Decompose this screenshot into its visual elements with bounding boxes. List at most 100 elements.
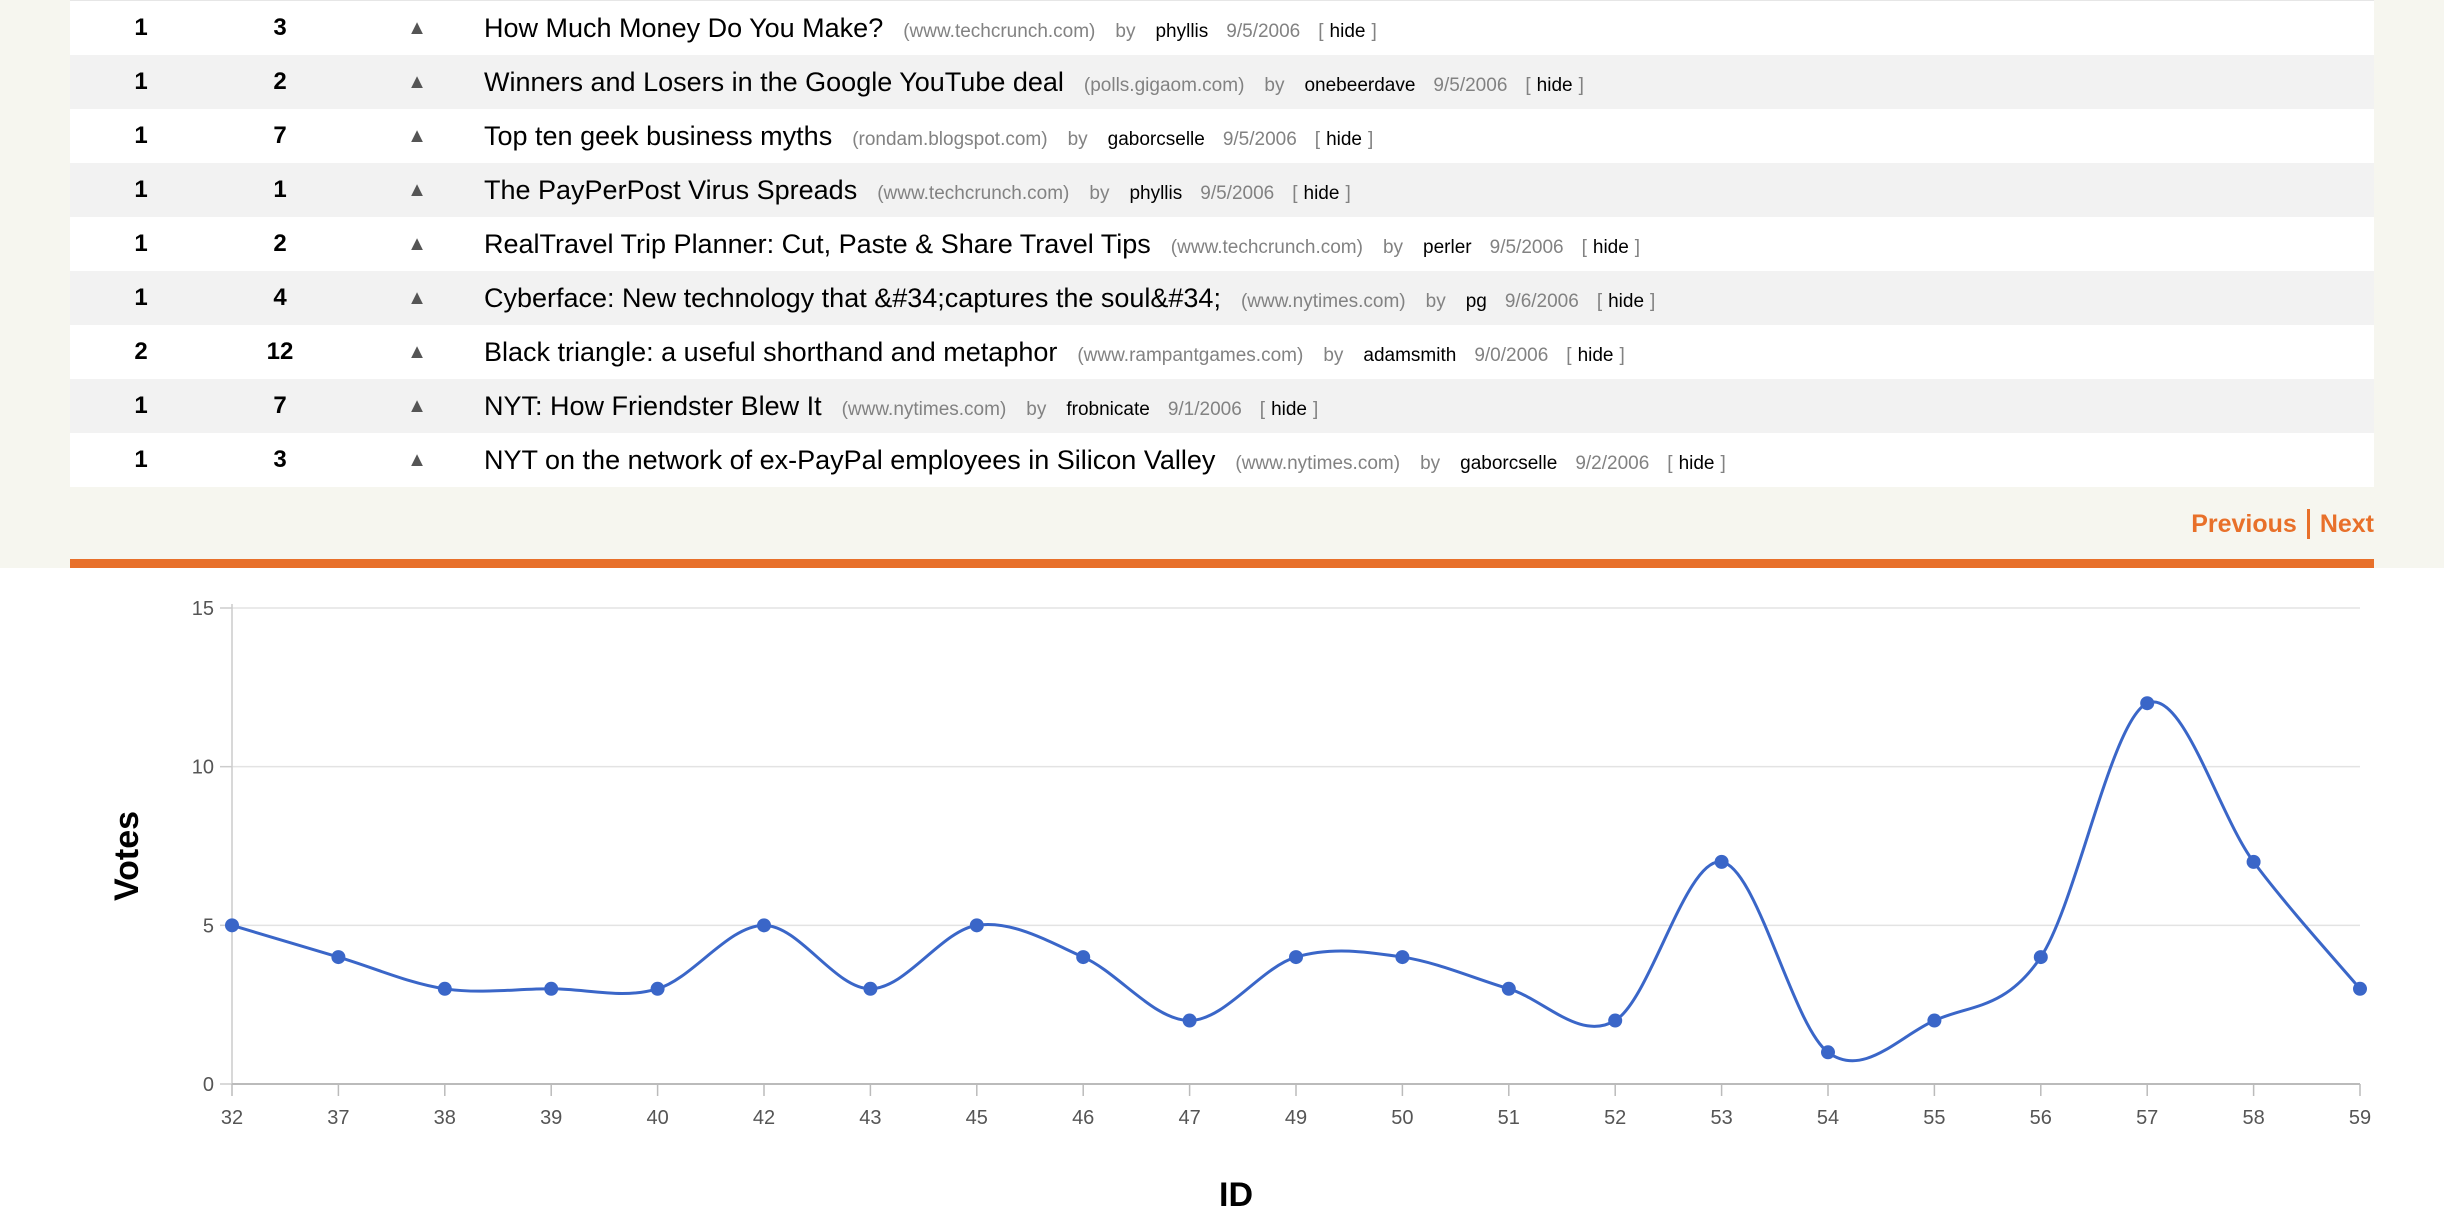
story-main: NYT: How Friendster Blew It (www.nytimes.… [484, 391, 1318, 422]
story-title-link[interactable]: Top ten geek business myths [484, 120, 833, 151]
story-user-link[interactable]: frobnicate [1066, 398, 1150, 420]
data-point[interactable] [1076, 950, 1091, 965]
story-title-link[interactable]: RealTravel Trip Planner: Cut, Paste & Sh… [484, 228, 1151, 259]
bracket-close: ] [1634, 236, 1641, 258]
hide-link[interactable]: hide [1271, 398, 1307, 420]
hide-link[interactable]: hide [1592, 236, 1629, 258]
story-rank: 1 [134, 284, 148, 311]
data-point[interactable] [757, 918, 771, 933]
x-tick-label: 45 [966, 1107, 988, 1129]
story-rank: 1 [134, 446, 148, 473]
story-title-link[interactable]: How Much Money Do You Make? [484, 12, 884, 43]
story-user-link[interactable]: gaborcselle [1107, 128, 1205, 150]
hide-link[interactable]: hide [1536, 74, 1573, 96]
story-site: (polls.gigaom.com) [1083, 74, 1245, 96]
data-point[interactable] [2246, 854, 2261, 869]
data-point[interactable] [1714, 854, 1729, 869]
story-votes: 2 [273, 230, 287, 257]
story-user-link[interactable]: pg [1465, 290, 1487, 312]
x-tick-label: 38 [434, 1107, 456, 1129]
data-point[interactable] [1927, 1013, 1942, 1028]
story-user-link[interactable]: phyllis [1155, 20, 1209, 42]
data-point[interactable] [2353, 981, 2367, 996]
upvote-arrow-icon[interactable]: ▲ [407, 16, 427, 39]
data-point[interactable] [1182, 1013, 1197, 1028]
story-date: 9/6/2006 [1504, 290, 1579, 312]
hide-link[interactable]: hide [1329, 20, 1366, 42]
x-tick-label: 32 [221, 1107, 243, 1129]
hide-link[interactable]: hide [1608, 290, 1645, 312]
story-user-link[interactable]: phyllis [1129, 182, 1183, 204]
data-point[interactable] [650, 981, 665, 996]
x-tick-label: 54 [1817, 1107, 1839, 1129]
story-row: 1 3 ▲ NYT on the network of ex-PayPal emplo… [70, 433, 2374, 487]
story-title-link[interactable]: Black triangle: a useful shorthand and m… [484, 336, 1058, 367]
bracket-open: [ [1596, 290, 1603, 312]
story-title-link[interactable]: NYT: How Friendster Blew It [484, 390, 822, 421]
data-point[interactable] [1501, 981, 1516, 996]
bracket-close: ] [1345, 182, 1351, 204]
data-point[interactable] [2140, 696, 2155, 711]
data-point[interactable] [331, 950, 346, 965]
votes-chart-svg: 0 5 10 15 32 37 38 39 40 42 43 45 46 47 49 50 51 52 53 54 55… [108, 598, 2371, 1214]
story-main: RealTravel Trip Planner: Cut, Paste & Sh… [484, 229, 1640, 260]
data-point[interactable] [1608, 1013, 1623, 1028]
story-title-link[interactable]: Winners and Losers in the Google YouTube… [484, 66, 1064, 97]
story-title-link[interactable]: Cyberface: New technology that &#34;capt… [484, 282, 1221, 313]
y-axis-title: Votes [108, 811, 146, 901]
upvote-arrow-icon[interactable]: ▲ [407, 232, 427, 255]
upvote-arrow-icon[interactable]: ▲ [407, 394, 427, 417]
story-title-link[interactable]: NYT on the network of ex-PayPal employee… [484, 444, 1216, 475]
story-rank: 1 [134, 122, 148, 149]
data-point[interactable] [2033, 950, 2048, 965]
data-point[interactable] [969, 918, 984, 933]
story-user-link[interactable]: gaborcselle [1460, 452, 1558, 474]
data-point[interactable] [1289, 950, 1303, 965]
upvote-arrow-icon[interactable]: ▲ [407, 286, 427, 309]
next-link[interactable]: Next [2319, 509, 2374, 538]
x-tick-label: 51 [1498, 1107, 1520, 1129]
hide-link[interactable]: hide [1577, 344, 1614, 366]
upvote-arrow-icon[interactable]: ▲ [407, 124, 427, 147]
upvote-arrow-icon[interactable]: ▲ [407, 448, 427, 471]
story-date: 9/5/2006 [1226, 20, 1301, 42]
story-date: 9/5/2006 [1222, 128, 1297, 150]
story-user-link[interactable]: adamsmith [1363, 344, 1457, 366]
upvote-arrow-icon[interactable]: ▲ [407, 340, 427, 363]
bracket-open: [ [1318, 20, 1324, 42]
story-rank: 1 [134, 14, 148, 41]
story-rank: 1 [134, 176, 148, 203]
series-line [231, 700, 2362, 1063]
story-row: 1 1 ▲ The PayPerPost Virus Spreads (www.tech… [70, 163, 2374, 217]
story-user-link[interactable]: perler [1423, 236, 1472, 258]
data-point[interactable] [1821, 1045, 1835, 1060]
story-user-link[interactable]: onebeerdave [1304, 74, 1416, 96]
story-hide-wrap: [hide] [1260, 399, 1318, 421]
story-hide-wrap: [hide] [1582, 237, 1640, 259]
upvote-arrow-icon[interactable]: ▲ [407, 70, 427, 93]
x-tick-label: 53 [1710, 1107, 1732, 1129]
hide-link[interactable]: hide [1303, 182, 1340, 204]
data-point[interactable] [1395, 950, 1410, 965]
story-title-link[interactable]: The PayPerPost Virus Spreads [484, 174, 858, 205]
previous-link[interactable]: Previous [2191, 509, 2297, 538]
hide-link[interactable]: hide [1678, 452, 1715, 474]
story-date: 9/1/2006 [1167, 398, 1242, 420]
data-point[interactable] [225, 918, 239, 933]
upvote-arrow-icon[interactable]: ▲ [407, 178, 427, 201]
story-votes: 3 [273, 446, 287, 473]
hide-link[interactable]: hide [1326, 128, 1362, 150]
story-date: 9/5/2006 [1433, 74, 1508, 96]
data-point[interactable] [437, 981, 452, 996]
data-point[interactable] [544, 981, 559, 996]
pager: Previous Next [2191, 509, 2374, 539]
story-site: (www.techcrunch.com) [1170, 236, 1363, 258]
story-hide-wrap: [hide] [1315, 129, 1373, 151]
x-tick-label: 57 [2136, 1107, 2158, 1129]
data-point[interactable] [863, 981, 878, 996]
story-by-label: by [1425, 290, 1446, 312]
story-hide-wrap: [hide] [1667, 453, 1725, 475]
story-by-label: by [1115, 20, 1136, 42]
bracket-close: ] [1312, 398, 1319, 420]
story-row: 1 2 ▲ RealTravel Trip Planner: Cut, Paste &… [70, 217, 2374, 271]
